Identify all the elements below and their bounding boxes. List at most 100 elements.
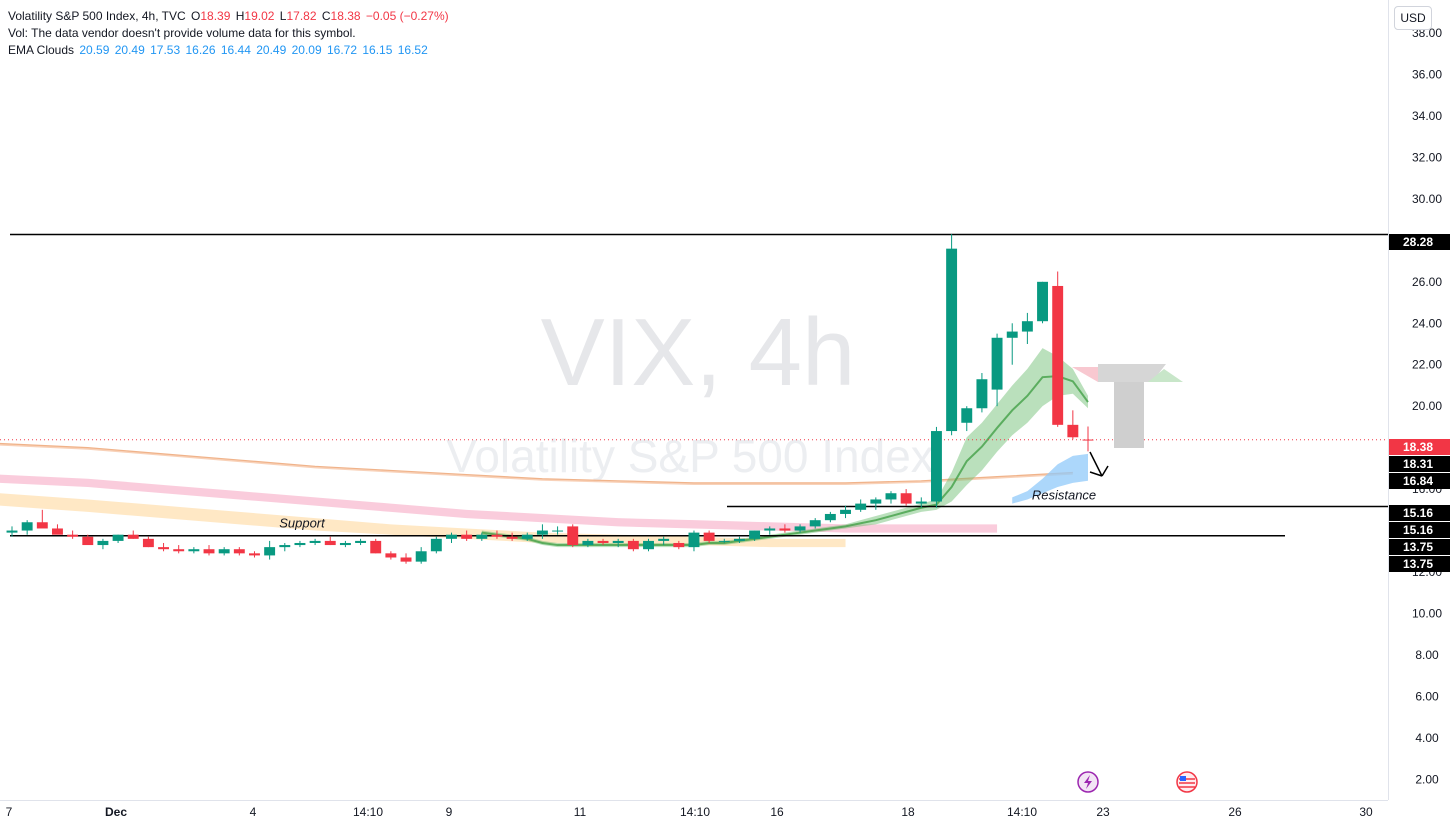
y-tick-label: 6.00: [1415, 689, 1439, 703]
symbol-row[interactable]: Volatility S&P 500 Index, 4h, TVC O18.39…: [8, 8, 449, 25]
candle: [264, 540, 276, 560]
candle: [355, 538, 367, 546]
candle: [946, 234, 958, 436]
candle-body: [355, 540, 367, 543]
logo-top-mid: [1098, 364, 1166, 382]
x-tick-label: 23: [1096, 805, 1110, 819]
x-tick-label: 18: [901, 805, 915, 819]
price-label: 15.16: [1403, 523, 1433, 537]
y-tick-label: 26.00: [1412, 275, 1442, 289]
y-tick-label: 8.00: [1415, 648, 1439, 662]
candle: [400, 553, 412, 564]
event-icons: [1077, 771, 1198, 793]
volume-row[interactable]: Vol: The data vendor doesn't provide vol…: [8, 25, 449, 42]
us-flag-icon[interactable]: [1176, 771, 1198, 793]
ema-cloud-blue: [1012, 453, 1088, 504]
price-plot[interactable]: VIX, 4h Volatility S&P 500 Index Support…: [0, 0, 1388, 800]
x-tick-label: 14:10: [353, 805, 383, 819]
candle-body: [1052, 285, 1064, 425]
x-tick-label: 7: [6, 805, 13, 819]
candle: [6, 526, 18, 537]
ema-value: 20.49: [114, 43, 145, 57]
candle: [112, 534, 124, 543]
candle: [249, 551, 260, 558]
currency-button[interactable]: USD: [1394, 6, 1432, 30]
candle-body: [188, 549, 200, 552]
candle: [961, 406, 973, 432]
candle-body: [1021, 321, 1033, 332]
candle-body: [718, 540, 730, 542]
candle-body: [294, 542, 306, 546]
price-label-bg: [1389, 456, 1450, 472]
candle-body: [430, 538, 442, 552]
ema-row[interactable]: EMA Clouds 20.59 20.49 17.53 16.26 16.44…: [8, 42, 449, 59]
ema-value: 16.52: [397, 43, 428, 57]
ema-value: 16.72: [327, 43, 358, 57]
x-tick-label: 14:10: [680, 805, 710, 819]
price-label-bg: [1389, 522, 1450, 538]
candle: [142, 536, 154, 548]
candle: [870, 497, 882, 510]
candle-body: [415, 551, 427, 562]
resistance-label: Resistance: [1032, 488, 1096, 503]
candle: [309, 538, 321, 546]
symbol-title[interactable]: Volatility S&P 500 Index, 4h, TVC: [8, 9, 186, 23]
y-tick-label: 30.00: [1412, 192, 1442, 206]
support-label: Support: [279, 516, 326, 531]
candle: [1082, 426, 1094, 452]
candle-body: [264, 547, 276, 556]
low-label: L: [279, 9, 287, 23]
candle: [552, 526, 564, 535]
y-tick-label: 32.00: [1412, 150, 1442, 164]
candle-body: [97, 540, 109, 546]
ema-line-tan: [0, 442, 1073, 484]
price-label: 13.75: [1403, 557, 1433, 571]
candle-body: [461, 534, 473, 539]
candle-body: [1006, 331, 1018, 338]
candle-body: [400, 557, 412, 562]
x-tick-label: 9: [446, 805, 453, 819]
candle-body: [824, 513, 836, 521]
candle: [1006, 323, 1018, 365]
x-tick-label: 11: [574, 805, 587, 819]
x-tick-label: 14:10: [1007, 805, 1037, 819]
candle: [173, 545, 185, 554]
candle-body: [612, 540, 624, 543]
candle-body: [855, 503, 867, 510]
x-tick-label: 26: [1228, 805, 1242, 819]
watermark-symbol: VIX, 4h: [541, 299, 856, 406]
candle-body: [809, 520, 821, 527]
price-label: 18.38: [1403, 440, 1433, 454]
candle-body: [688, 532, 700, 548]
ema-value: 16.15: [362, 43, 393, 57]
candle-body: [67, 534, 79, 537]
candle: [97, 538, 109, 550]
candle-body: [249, 553, 260, 556]
candle: [627, 538, 639, 552]
candle: [733, 536, 745, 543]
candle-body: [764, 528, 776, 531]
flag-canton: [1180, 776, 1186, 781]
candle-body: [82, 536, 94, 546]
time-axis[interactable]: 7 Dec 4 14:10 9 11 14:10 16 18 14:10 23 26 30: [0, 800, 1388, 825]
x-ticks: 7 Dec 4 14:10 9 11 14:10 16 18 14:10 23 26 30: [6, 805, 1373, 819]
price-axis[interactable]: 2.004.006.008.0010.0012.0014.0016.0018.0…: [1388, 0, 1450, 800]
candle-body: [218, 549, 230, 554]
volume-note: Vol: The data vendor doesn't provide vol…: [8, 26, 356, 40]
candle-body: [112, 534, 124, 541]
candle: [930, 426, 942, 508]
candle-body: [961, 408, 973, 423]
high-value: 19.02: [244, 9, 275, 23]
candle: [1052, 271, 1064, 427]
price-label: 15.16: [1403, 506, 1433, 520]
candle-body: [658, 538, 670, 541]
candle-body: [597, 540, 609, 543]
candle: [779, 524, 791, 533]
candle: [976, 373, 988, 413]
ema-value: 20.49: [256, 43, 287, 57]
candle: [764, 526, 776, 535]
candle: [127, 530, 139, 539]
candle-body: [552, 530, 564, 532]
price-label: 18.31: [1403, 457, 1433, 471]
candle: [476, 532, 488, 541]
